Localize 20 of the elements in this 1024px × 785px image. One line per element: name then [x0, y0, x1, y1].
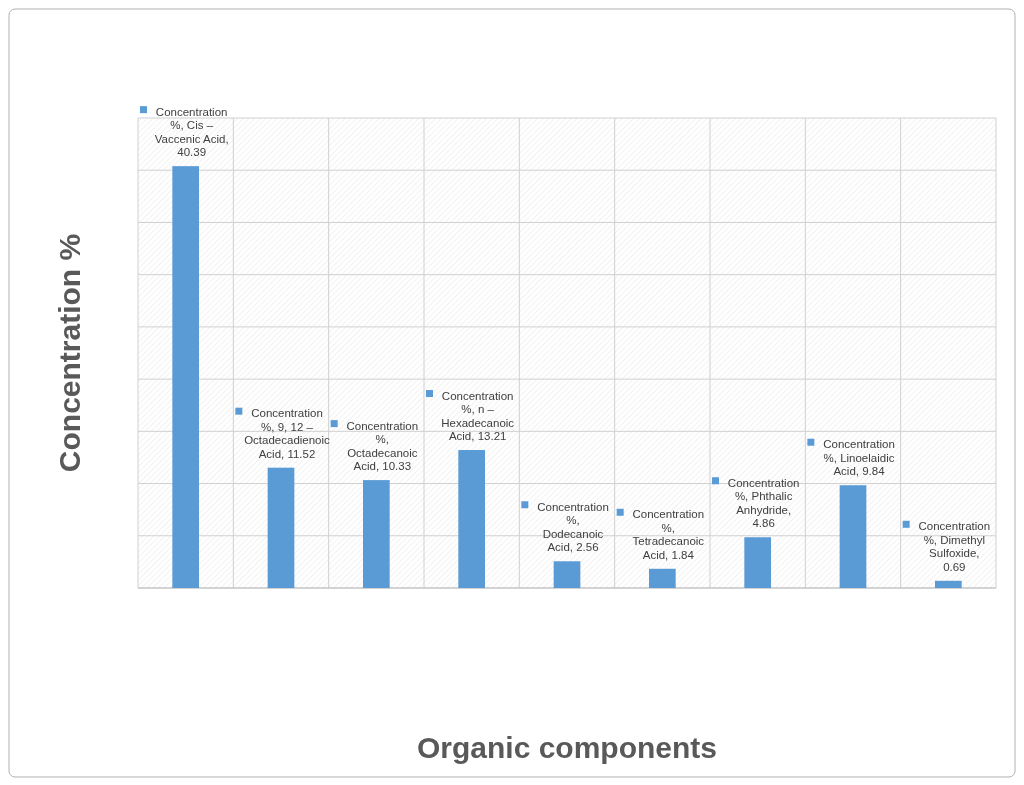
bar — [458, 450, 486, 588]
data-label: Concentration %, n – Hexadecanoic Acid, 13.21 — [441, 389, 515, 443]
bar — [553, 561, 581, 588]
data-label: Concentration %, Octadecanoic Acid, 10.33 — [346, 419, 419, 473]
data-label: Concentration %, Dodecanoic Acid, 2.56 — [537, 500, 609, 554]
bar — [648, 568, 676, 588]
bar — [934, 580, 962, 588]
data-label: Concentration %, Dimethyl Sulfoxide, 0.69 — [918, 520, 991, 573]
y-axis-title: Concentration % — [53, 233, 86, 473]
x-axis-title: Organic components — [416, 731, 718, 764]
bar — [267, 467, 295, 588]
bar — [172, 166, 200, 588]
data-label: Concentration %, 9, 12 – Octadecadienoic Acid, 11.52 — [244, 407, 331, 460]
data-label: Concentration %, Tetradecanoic Acid, 1.84 — [632, 508, 705, 561]
data-label: Concentration %, Cis – Vaccenic Acid, 40.39 — [154, 105, 229, 159]
bar — [744, 537, 772, 588]
data-label: Concentration %, Phthalic Anhydride, 4.86 — [727, 476, 800, 530]
bar — [362, 480, 390, 588]
data-label: Concentration %, Linoelaidic Acid, 9.84 — [823, 438, 895, 478]
bar — [839, 485, 867, 588]
